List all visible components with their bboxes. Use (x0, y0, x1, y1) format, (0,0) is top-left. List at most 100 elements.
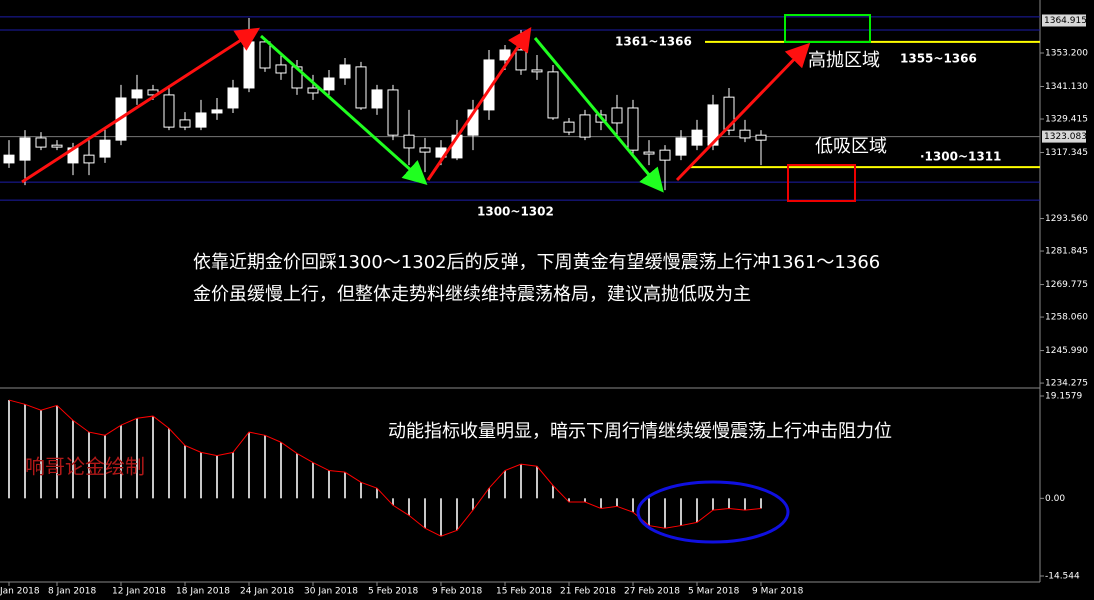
candle-body (611, 107, 623, 124)
histogram-bar (200, 452, 202, 499)
zone-label: 高抛区域 (808, 50, 880, 71)
price-label-box (1042, 130, 1086, 143)
y-tick-label: 1317.345 (1045, 148, 1088, 158)
histogram-bar (232, 452, 234, 499)
histogram-bar (632, 498, 634, 513)
momentum-note: 动能指标收量明显，暗示下周行情继续缓慢震荡上行冲击阻力位 (388, 421, 892, 442)
annotations: 1361~1366 高抛区域 1355~1366 低吸区域 ·1300~1311… (21, 14, 1001, 544)
x-tick-label: 30 Jan 2018 (304, 587, 358, 597)
histogram-bar (696, 498, 698, 523)
x-tick-label: 8 Jan 2018 (48, 587, 96, 597)
candle-body (643, 151, 655, 155)
y-tick-label: 1269.775 (1045, 280, 1088, 290)
x-tick-label: 21 Feb 2018 (560, 587, 616, 597)
histogram-bar (600, 498, 602, 509)
arrow-up (675, 42, 811, 182)
x-tick-label: 27 Feb 2018 (624, 587, 680, 597)
histogram-bar (664, 498, 666, 529)
x-tick-label: 5 Feb 2018 (368, 587, 419, 597)
histogram-bar (72, 420, 74, 499)
histogram-bar (120, 425, 122, 499)
x-tick-label: 24 Jan 2018 (240, 587, 294, 597)
candle-body (99, 139, 111, 158)
y-tick-label: 1341.130 (1045, 82, 1088, 92)
plot: 1353.200 1341.130 1329.415 1317.345 1293.560… (0, 14, 1088, 597)
price-label: 1364.915 (1044, 16, 1087, 26)
histogram-bar (248, 432, 250, 499)
candle-body (499, 49, 511, 61)
candle-body (515, 49, 527, 71)
signal-line (8, 399, 762, 537)
arrow-up (426, 27, 532, 181)
arrow-down (533, 37, 664, 193)
candle-body (755, 134, 767, 141)
watermark: 响哥论金绘制 (25, 455, 145, 479)
candle-body (659, 149, 671, 161)
histogram-bar (472, 498, 474, 511)
histogram-bar (104, 435, 106, 499)
range-label: 1361~1366 (615, 35, 692, 49)
histogram-bar (648, 498, 650, 526)
candle-body (323, 77, 335, 91)
candle-body (35, 137, 47, 148)
candle-body (195, 112, 207, 128)
histogram-bar (328, 470, 330, 499)
histogram-bar (424, 498, 426, 529)
candle-body (387, 89, 399, 136)
candle-body (51, 144, 63, 148)
y-tick-label: 1329.415 (1045, 115, 1088, 125)
histogram-bar (296, 453, 298, 499)
y-tick-label: 1234.275 (1045, 379, 1088, 389)
histogram-bar (360, 482, 362, 499)
y-tick-label: 1293.560 (1045, 214, 1088, 224)
histogram-bar (616, 498, 618, 507)
candle-body (627, 107, 639, 151)
x-tick-label: Jan 2018 (0, 587, 40, 597)
x-tick-label: 15 Feb 2018 (496, 587, 552, 597)
histogram-bar (680, 498, 682, 526)
histogram-bar (24, 404, 26, 499)
candle-body (531, 69, 543, 73)
high-zone-box (784, 14, 871, 43)
histogram-bar (440, 498, 442, 537)
candle-body (131, 89, 143, 99)
histogram-bar (392, 498, 394, 506)
histogram-bar (376, 488, 378, 499)
histogram-bar (88, 432, 90, 499)
candle-body (419, 147, 431, 153)
range-label: 1300~1302 (477, 205, 554, 219)
commentary: 金价虽缓慢上行，但整体走势料继续维持震荡格局，建议高抛低吸为主 (193, 284, 751, 305)
y-tick-label: 0.00 (1045, 494, 1065, 504)
range-label: ·1300~1311 (920, 150, 1001, 164)
candle-body (227, 87, 239, 109)
histogram-bar (584, 498, 586, 503)
candle-body (371, 89, 383, 109)
candle-body (19, 137, 31, 161)
y-tick-label: 19.1579 (1045, 392, 1082, 402)
y-tick-label: 1245.990 (1045, 346, 1088, 356)
candle-body (339, 64, 351, 79)
candle-body (211, 109, 223, 114)
price-label: 1323.083 (1044, 132, 1087, 142)
histogram-bar (56, 405, 58, 499)
histogram-bar (744, 498, 746, 511)
histogram-bar (568, 498, 570, 503)
highlight-ellipse (636, 480, 790, 544)
candle-body (579, 114, 591, 138)
x-tick-label: 9 Mar 2018 (752, 587, 804, 597)
candle-body (355, 66, 367, 109)
candle-body (547, 71, 559, 119)
x-tick-label: 18 Jan 2018 (176, 587, 230, 597)
candle-body (675, 137, 687, 156)
candle-body (707, 104, 719, 146)
candle-body (259, 41, 271, 69)
candle-body (563, 121, 575, 133)
candle-body (739, 129, 751, 139)
candle-body (275, 64, 287, 74)
histogram-bar (280, 442, 282, 499)
histogram-bar (8, 400, 10, 499)
zone-label: 低吸区域 (815, 136, 887, 157)
histogram-bar (488, 488, 490, 499)
